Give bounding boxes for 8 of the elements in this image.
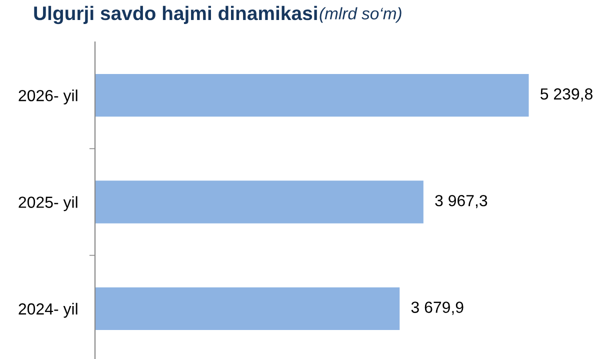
chart-title: Ulgurji savdo hajmi dinamikasi [34,6,317,24]
data-label: 5 239,8 [540,88,592,102]
y-tick-label: 2026- yil [18,90,78,104]
data-label: 3 679,9 [411,302,464,315]
chart-subtitle: (mlrd so‘m) [320,7,402,23]
y-tick-label: 2024- yil [18,302,78,318]
y-tick-label: 2025- yil [18,196,78,212]
data-label: 3 967,3 [435,194,488,208]
